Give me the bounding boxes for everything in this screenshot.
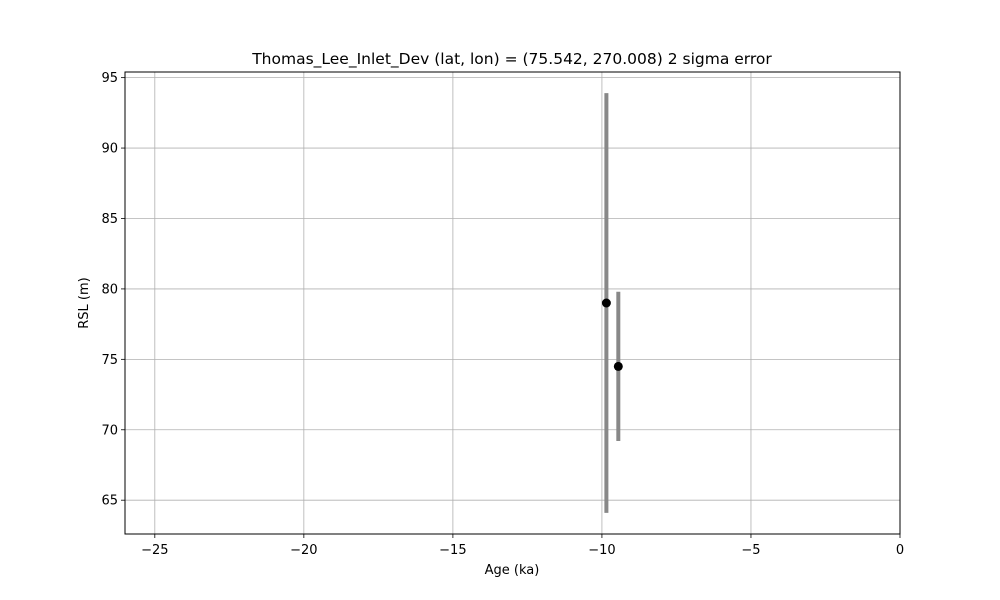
y-ticks: 65 70 75 80 85 90 95 xyxy=(101,71,125,509)
x-ticks: −25 −20 −15 −10 −5 0 xyxy=(141,534,904,558)
y-tick-label: 75 xyxy=(101,353,118,368)
x-tick-label: −10 xyxy=(588,543,615,558)
y-tick-label: 65 xyxy=(101,494,118,509)
y-tick-label: 80 xyxy=(101,282,118,297)
y-tick-label: 85 xyxy=(101,212,118,227)
x-tick-label: −15 xyxy=(439,543,466,558)
x-tick-label: 0 xyxy=(896,543,904,558)
chart-title: Thomas_Lee_Inlet_Dev (lat, lon) = (75.54… xyxy=(251,50,772,69)
x-axis-label: Age (ka) xyxy=(485,563,540,578)
data-point xyxy=(613,361,623,371)
y-tick-label: 95 xyxy=(101,71,118,86)
data-point xyxy=(601,298,611,308)
x-tick-label: −5 xyxy=(741,543,760,558)
x-tick-label: −25 xyxy=(141,543,168,558)
y-tick-label: 70 xyxy=(101,423,118,438)
y-axis-label: RSL (m) xyxy=(77,277,92,328)
data-markers xyxy=(601,298,623,371)
y-tick-label: 90 xyxy=(101,142,118,157)
axes-frame xyxy=(124,71,901,535)
x-tick-label: −20 xyxy=(290,543,317,558)
